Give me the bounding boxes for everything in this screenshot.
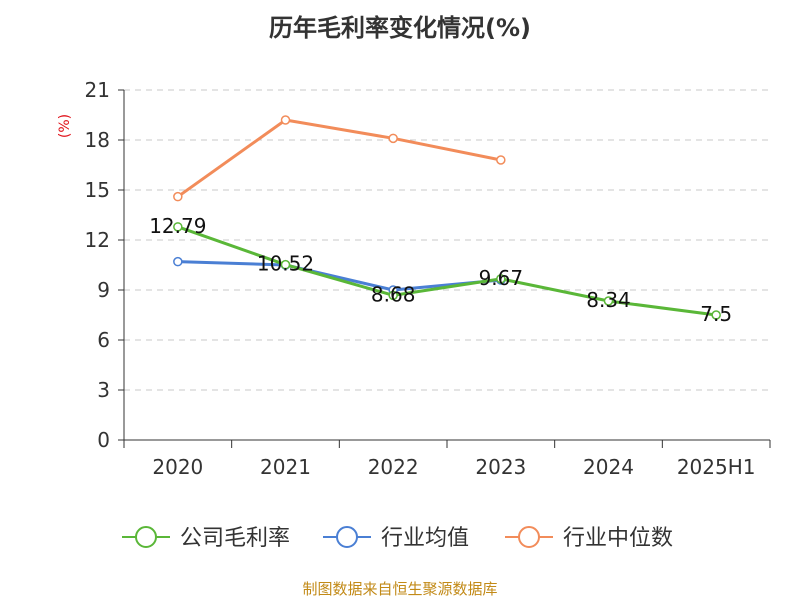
y-tick-label: 9 [97,278,110,302]
gridlines [124,89,770,391]
chart-title: 历年毛利率变化情况(%) [269,14,531,42]
legend-label: 行业中位数 [563,526,673,551]
series-line-1 [177,260,501,292]
data-point [173,222,183,232]
x-tick-label: 2024 [583,455,634,479]
y-tick-label: 15 [85,178,110,202]
x-tick-label: 2021 [260,455,311,479]
data-labels: 12.79 10.52 8.68 9.67 8.34 7.5 [149,214,732,326]
data-point [711,310,721,320]
source-note: 制图数据来自恒生聚源数据库 [302,580,497,598]
data-point [173,256,183,267]
legend-item-2[interactable]: 行业中位数 [505,526,673,551]
data-point [388,133,398,144]
axes: 0 3 6 9 12 15 18 21 2020 2021 2022 2023 2024 2025H1 [85,78,771,479]
data-point [388,290,398,301]
x-tick-label: 2022 [368,455,419,479]
data-label: 10.52 [257,252,314,276]
data-label: 7.5 [700,302,732,326]
data-label: 8.34 [586,288,631,312]
series-line-0 [177,225,717,317]
legend-item-1[interactable]: 行业均值 [323,526,469,551]
x-tick-label: 2025H1 [677,455,756,479]
legend-label: 公司毛利率 [180,526,290,551]
data-point [280,115,291,125]
data-point [496,155,506,165]
data-point [496,274,506,284]
legend-marker [336,526,358,548]
data-point [603,296,614,306]
data-label: 8.68 [371,282,416,306]
legend-item-0[interactable]: 公司毛利率 [122,526,290,551]
series-line-2 [176,118,502,198]
data-label: 12.79 [149,214,206,238]
y-tick-label: 6 [97,328,110,352]
y-tick-label: 12 [85,228,110,252]
y-tick-label: 18 [85,128,110,152]
x-tick-label: 2023 [475,455,526,479]
y-axis-unit-label: (%) [57,114,73,138]
data-label: 9.67 [479,266,524,290]
data-point [173,191,183,202]
legend-marker [518,526,540,548]
y-tick-label: 0 [97,428,110,452]
data-point [280,259,291,270]
x-tick-label: 2020 [152,455,203,479]
y-tick-label: 3 [97,378,110,402]
legend-label: 行业均值 [381,526,469,551]
legend[interactable]: 公司毛利率 行业均值 行业中位数 [122,526,673,551]
legend-marker [135,526,157,548]
series-lines [173,115,721,320]
y-tick-label: 21 [85,78,110,102]
